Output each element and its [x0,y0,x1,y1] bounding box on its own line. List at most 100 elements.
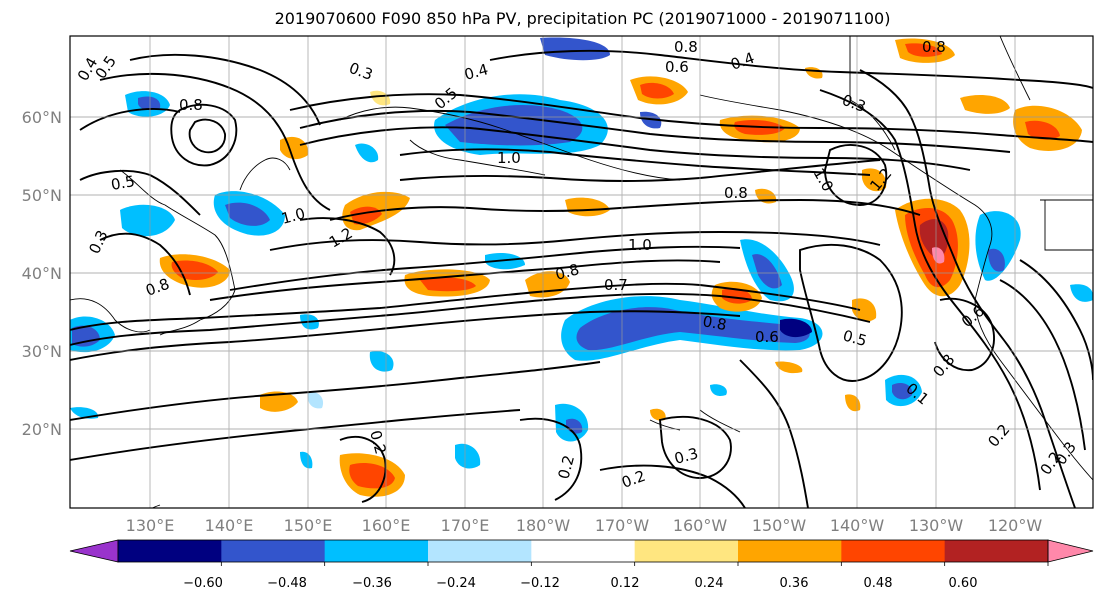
colorbar-segment [428,540,532,562]
colorbar-tick-label: 0.24 [695,576,724,591]
pv-contour [70,282,861,331]
pv-contour [859,69,1076,508]
pv-contour [399,148,871,176]
precip-neg-patch [988,248,1005,272]
lat-label: 20°N [22,420,62,439]
precip-neg-patch [975,211,1021,281]
pv-contour [99,72,331,211]
colorbar-segment [531,540,636,562]
contour-label: 0.8 [553,260,581,284]
precip-neg-patch [710,384,727,396]
precip-neg-patch [138,96,161,111]
precip-neg-patch [307,391,324,409]
map-frame [69,35,1094,509]
colorbar-tick-label: 0.36 [780,576,809,591]
contour-label: 0.7 [604,276,628,294]
contour-label: 0.8 [724,184,748,202]
contour-label: 0.2 [554,453,578,481]
contour-label: 0.2 [366,428,390,456]
map-title: 2019070600 F090 850 hPa PV, precipitatio… [274,9,891,28]
pv-contour [299,217,396,276]
contour-label: 0.8 [701,312,728,334]
contour-label: 1.0 [628,236,652,254]
precip-neg-patch [369,351,394,372]
precip-pos-patch [370,90,391,106]
contour-label: 0.8 [179,96,203,114]
contour-label: 0.8 [922,38,946,56]
precip-neg-patch [892,383,913,400]
colorbar-tick-label: −0.12 [520,576,560,591]
precip-neg-patch [72,325,100,347]
lon-label: 160°E [362,516,411,535]
pv-contour [70,292,871,346]
lat-label: 50°N [22,186,62,205]
contour-label: 0.8 [674,38,698,56]
precip-pos-patch [640,82,674,99]
colorbar-tick-label: 0.60 [949,576,978,591]
pv-contour [170,103,238,167]
pv-contour [489,49,1093,89]
pv-contour [70,310,741,361]
precip-pos-patch [775,361,803,374]
lon-label: 170°E [441,516,490,535]
contour-label: 0.4 [462,60,490,84]
colorbar-extend-high [1047,539,1094,563]
pv-contour [289,93,1093,143]
lon-label: 150°W [752,516,807,535]
precip-pos-patch [960,95,1010,114]
pv-contour [519,417,583,501]
colorbar-segment [118,540,222,562]
lon-label: 140°E [205,516,254,535]
precip-neg-patch [300,451,313,469]
lat-label: 30°N [22,342,62,361]
precip-pos-patch [722,288,752,304]
pv-contour [999,279,1086,451]
precip-neg-patch [752,254,782,289]
colorbar-segment [634,540,739,562]
colorbar-tick-label: −0.36 [352,576,392,591]
pv-contour [824,144,888,206]
pv-contour [739,359,809,508]
pv-contour [399,159,881,182]
precipitation-shading [70,37,1093,497]
lat-label: 60°N [22,108,62,127]
precip-pos-patch [905,43,942,57]
precip-pos-patch [260,391,298,412]
contour-label: 0.5 [841,326,869,350]
precip-neg-patch [1070,284,1093,302]
longitude-labels: 130°E 140°E 150°E 160°E 170°E 180°W 170°… [126,516,1043,535]
pv-contour [819,89,1041,491]
precip-neg-patch [576,307,810,351]
pv-contour [339,435,387,503]
precip-neg-patch [445,105,583,146]
contour-label: 1.0 [279,204,307,228]
lon-label: 170°W [595,516,650,535]
precip-neg-patch [355,143,379,163]
precip-pos-patch [932,247,945,264]
lon-label: 130°W [909,516,964,535]
lat-label: 40°N [22,264,62,283]
colorbar-tick-label: 0.12 [611,576,640,591]
precip-pos-patch [919,219,949,259]
pv-contours [70,49,1093,508]
precip-neg-patch [225,202,270,226]
lon-label: 180°W [516,516,571,535]
pv-contour [329,199,921,221]
colorbar-segment [221,540,326,562]
precip-pos-patch [845,394,861,412]
lon-label: 140°W [830,516,885,535]
colorbar-segment [324,540,429,562]
precip-neg-patch [485,253,525,270]
lon-label: 120°W [988,516,1043,535]
colorbar-tick-label: −0.48 [267,576,307,591]
pv-contour [188,118,226,154]
contour-label: 0.3 [672,444,700,468]
latitude-labels: 20°N 30°N 40°N 50°N 60°N [22,108,62,439]
pv-contour [99,232,191,296]
lon-label: 160°W [673,516,728,535]
contour-label: 0.6 [665,58,689,76]
pv-contour [229,245,741,291]
pv-contour [934,297,995,372]
pv-contour [269,231,881,251]
